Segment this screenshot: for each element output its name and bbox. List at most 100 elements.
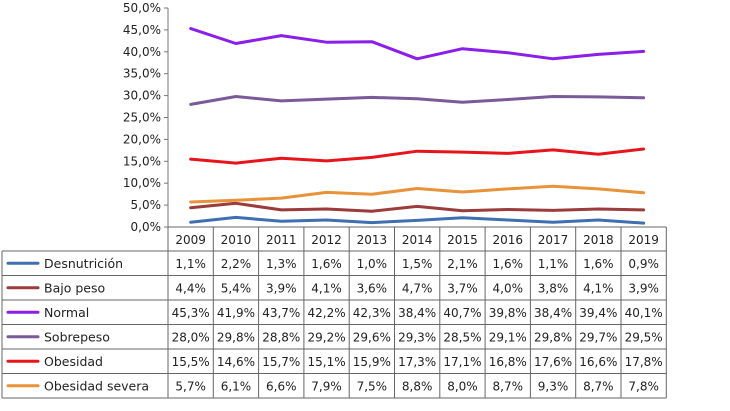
data-label: 2,2% [221,257,252,271]
x-tick-label: 2015 [447,233,478,247]
series-line-bajo-peso [189,201,646,213]
data-label: 1,6% [493,257,524,271]
data-label: 16,6% [579,355,617,369]
data-label: 29,5% [625,330,663,344]
data-label: 5,7% [175,379,206,393]
data-label: 8,0% [447,379,478,393]
data-label: 42,2% [307,306,345,320]
data-label: 39,8% [489,306,527,320]
data-label: 4,4% [175,281,206,295]
data-label: 1,6% [583,257,614,271]
data-label: 17,8% [625,355,663,369]
y-axis: 0,0% 5,0% 10,0% 15,0% 20,0% 25,0% 30,0% 35,0% 40… [123,1,169,234]
y-tick-label: 15,0% [123,154,161,168]
data-label: 7,5% [357,379,388,393]
data-label: 1,6% [311,257,342,271]
x-tick-label: 2014 [402,233,433,247]
data-label: 45,3% [172,306,210,320]
data-label: 29,2% [307,330,345,344]
y-tick-label: 10,0% [123,176,161,190]
series-line-normal [189,27,646,61]
data-label: 16,8% [489,355,527,369]
data-label: 4,1% [583,281,614,295]
data-label: 1,1% [538,257,569,271]
data-label: 41,9% [217,306,255,320]
data-label: 29,1% [489,330,527,344]
y-tick-label: 50,0% [123,1,161,15]
data-label: 1,3% [266,257,297,271]
data-label: 28,8% [262,330,300,344]
data-label: 38,4% [398,306,436,320]
legend-label: Normal [44,305,89,320]
x-tick-label: 2013 [357,233,388,247]
data-label: 15,9% [353,355,391,369]
y-tick-label: 45,0% [123,23,161,37]
data-label: 3,7% [447,281,478,295]
data-label: 29,8% [534,330,572,344]
x-tick-label: 2012 [311,233,342,247]
data-label: 3,9% [266,281,297,295]
y-tick-label: 35,0% [123,67,161,81]
y-tick-label: 5,0% [131,198,162,212]
data-label: 5,4% [221,281,252,295]
data-label: 38,4% [534,306,572,320]
data-label: 40,1% [625,306,663,320]
data-label: 8,7% [493,379,524,393]
data-label: 14,6% [217,355,255,369]
x-tick-label: 2017 [538,233,569,247]
data-label: 29,6% [353,330,391,344]
data-label: 15,1% [307,355,345,369]
data-table: 2009 2010 2011 2012 2013 2014 2015 2016 2017 2018… [1,226,667,399]
y-tick-label: 20,0% [123,132,161,146]
data-label: 40,7% [443,306,481,320]
data-label: 0,9% [628,257,659,271]
data-label: 43,7% [262,306,300,320]
legend-label: Obesidad severa [44,378,149,393]
data-label: 28,0% [172,330,210,344]
series-line-obesidad-severa [189,184,646,204]
data-label: 1,0% [357,257,388,271]
data-label: 8,8% [402,379,433,393]
data-label: 39,4% [579,306,617,320]
data-label: 28,5% [443,330,481,344]
series-line-desnutrición [189,215,646,225]
data-label: 17,6% [534,355,572,369]
data-label: 17,1% [443,355,481,369]
data-label: 4,0% [493,281,524,295]
data-label: 29,3% [398,330,436,344]
data-label: 6,1% [221,379,252,393]
data-label: 7,9% [311,379,342,393]
data-label: 1,1% [175,257,206,271]
y-tick-label: 30,0% [123,89,161,103]
data-label: 17,3% [398,355,436,369]
series-line-obesidad [189,147,646,165]
legend-label: Obesidad [44,354,103,369]
data-label: 15,7% [262,355,300,369]
data-label: 2,1% [447,257,478,271]
data-label: 15,5% [172,355,210,369]
data-label: 9,3% [538,379,569,393]
data-label: 7,8% [628,379,659,393]
data-label: 29,7% [579,330,617,344]
x-tick-label: 2010 [221,233,252,247]
legend-label: Desnutrición [44,256,123,271]
y-tick-label: 40,0% [123,45,161,59]
data-label: 3,8% [538,281,569,295]
data-label: 4,1% [311,281,342,295]
legend-label: Bajo peso [44,280,105,295]
data-label: 6,6% [266,379,297,393]
data-label: 3,9% [628,281,659,295]
y-tick-label: 0,0% [131,220,162,234]
legend-label: Sobrepeso [44,329,110,344]
data-label: 8,7% [583,379,614,393]
y-tick-label: 25,0% [123,111,161,125]
x-tick-label: 2018 [583,233,614,247]
x-tick-label: 2016 [492,233,523,247]
series-line-sobrepeso [189,95,646,106]
x-tick-label: 2019 [628,233,659,247]
x-tick-label: 2011 [266,233,297,247]
x-tick-label: 2009 [175,233,206,247]
data-label: 1,5% [402,257,433,271]
series-lines [189,27,646,225]
